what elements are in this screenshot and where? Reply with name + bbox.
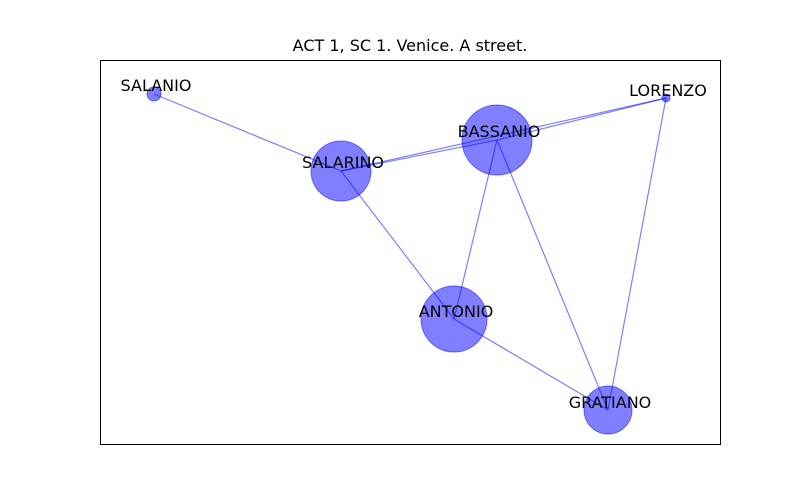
node-label-lorenzo: LORENZO <box>629 81 707 100</box>
node-label-gratiano: GRATIANO <box>569 393 652 412</box>
plot-frame <box>100 60 721 445</box>
node-gratiano <box>583 385 633 435</box>
labels-layer: SALANIO LORENZO BASSANIO SALARINO ANTONIO GRA… <box>121 76 707 412</box>
node-antonio <box>420 285 488 353</box>
node-label-salarino: SALARINO <box>302 153 384 172</box>
edge-salanio-salarino <box>153 93 342 172</box>
node-salanio <box>146 86 162 102</box>
node-salarino <box>310 140 372 202</box>
node-label-antonio: ANTONIO <box>419 302 494 321</box>
edge-bassanio-gratiano <box>496 139 609 411</box>
edge-lorenzo-gratiano <box>607 97 667 411</box>
figure-title: ACT 1, SC 1. Venice. A street. <box>292 36 528 55</box>
node-bassanio <box>461 104 533 176</box>
nodes-layer <box>146 86 671 435</box>
node-label-salanio: SALANIO <box>121 76 192 95</box>
node-label-bassanio: BASSANIO <box>458 122 541 141</box>
edges-layer <box>153 93 667 411</box>
node-lorenzo <box>661 93 671 103</box>
